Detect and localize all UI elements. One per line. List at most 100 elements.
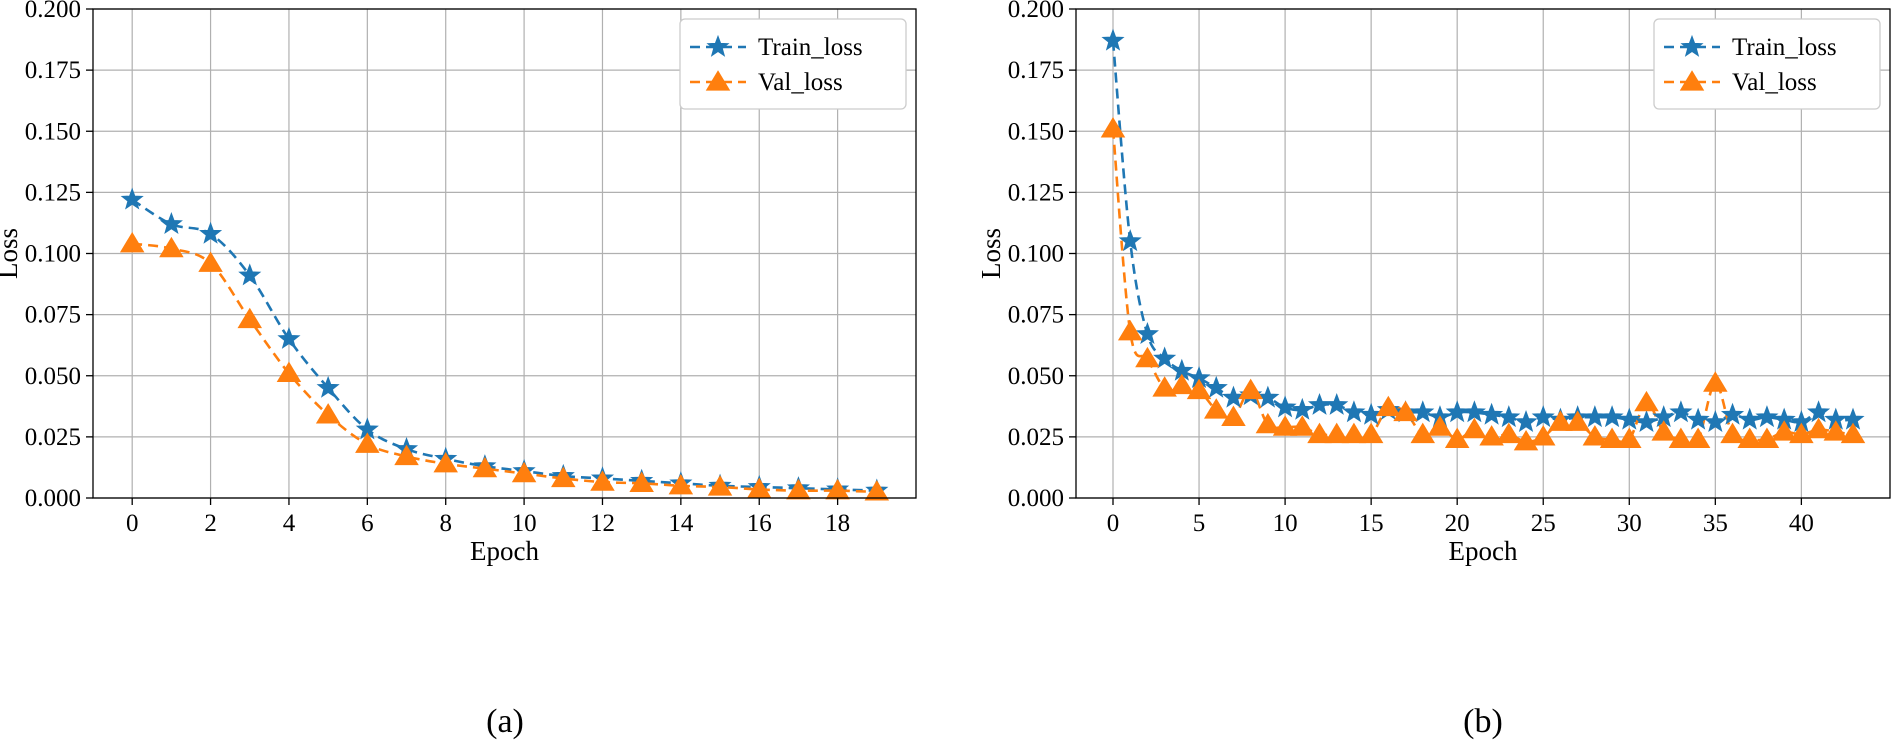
data-point-val-loss-b	[1117, 319, 1143, 341]
legend-marker-triangle-b	[1679, 70, 1705, 91]
data-point-train-loss-b	[1204, 375, 1228, 398]
x-tick-label-b: 10	[1273, 510, 1298, 537]
data-point-val-loss-b	[1565, 410, 1590, 431]
series-line-train-loss-a	[131, 198, 877, 492]
x-tick-label-b: 25	[1531, 510, 1556, 537]
series-lines-a	[131, 198, 877, 494]
legend-entry-val-b: Val_loss	[1664, 69, 1817, 96]
legend-entry-train-a: Train_loss	[690, 34, 863, 61]
data-point-train-loss-b	[1600, 405, 1624, 428]
legend-box-a	[679, 18, 907, 110]
y-tick-label-a: 0.200	[25, 0, 81, 23]
data-point-val-loss-b	[1703, 371, 1728, 392]
y-tick-label-a: 0.075	[25, 302, 81, 329]
y-tick-label-b: 0.125	[1008, 179, 1064, 206]
legend-marker-star-a	[706, 34, 730, 57]
data-point-val-loss-b	[1341, 422, 1367, 444]
data-point-train-loss-b	[1153, 346, 1177, 369]
x-tick-label-b: 5	[1193, 510, 1206, 537]
data-point-train-loss-b	[1720, 402, 1745, 425]
x-axis-label-b: Epoch	[1449, 536, 1518, 566]
y-tick-label-a: 0.175	[25, 57, 81, 84]
x-tick-label-b: 40	[1789, 510, 1814, 537]
data-point-train-loss-b	[1531, 405, 1555, 428]
data-point-val-loss-b	[1169, 373, 1195, 395]
data-point-train-loss-b	[1118, 229, 1142, 252]
y-tick-label-b: 0.025	[1008, 424, 1064, 451]
y-tick-label-b: 0.175	[1008, 57, 1064, 84]
data-point-train-loss-b	[1634, 410, 1659, 433]
legend-entry-val-a: Val_loss	[690, 69, 843, 96]
data-point-val-loss-b	[1771, 420, 1797, 441]
data-point-val-loss-b	[1152, 376, 1177, 397]
data-point-train-loss-b	[1307, 392, 1332, 415]
y-tick-label-a: 0.000	[25, 485, 81, 512]
chart-panel-b: 0 5 10 15 20 25 30 35 40 0.000 0.025 0.050 0.075 0.1…	[976, 0, 1891, 740]
data-point-train-loss-b	[1617, 407, 1641, 430]
data-point-val-loss-b	[1135, 346, 1160, 368]
data-point-train-loss-b	[1101, 28, 1125, 51]
data-point-val-loss-a	[551, 466, 576, 488]
x-tick-label-a: 6	[361, 510, 374, 537]
data-point-val-loss-b	[1376, 395, 1401, 417]
legend-box-b	[1653, 18, 1881, 110]
y-tick-label-a: 0.025	[25, 424, 81, 451]
data-point-train-loss-a	[316, 375, 340, 398]
data-point-val-loss-b	[1427, 415, 1453, 436]
y-ticks-a: 0.000 0.025 0.050 0.075 0.100 0.125 0.150 0.175…	[25, 0, 93, 512]
data-point-train-loss-a	[199, 221, 223, 244]
y-tick-label-a: 0.050	[25, 363, 81, 390]
data-point-val-loss-b	[1685, 427, 1711, 448]
x-tick-label-a: 18	[825, 510, 850, 537]
data-point-train-loss-b	[1669, 400, 1693, 423]
y-tick-label-b: 0.050	[1008, 363, 1064, 390]
data-point-val-loss-a	[119, 231, 145, 253]
data-point-train-loss-b	[1738, 407, 1762, 430]
x-tick-label-a: 2	[204, 510, 217, 537]
data-point-val-loss-a	[511, 461, 537, 483]
panel-caption-b: (b)	[1463, 703, 1503, 740]
y-ticks-b: 0.000 0.025 0.050 0.075 0.100 0.125 0.150 0.175…	[1008, 0, 1076, 512]
data-point-train-loss-b	[1290, 397, 1314, 420]
data-point-train-loss-b	[1497, 405, 1521, 428]
data-point-val-loss-b	[1358, 422, 1384, 444]
x-ticks-a: 0 2 4 6 8 10 12 14 16 18	[126, 498, 850, 537]
data-point-train-loss-b	[1514, 410, 1538, 433]
data-point-val-loss-b	[1221, 405, 1246, 426]
y-tick-label-a: 0.150	[25, 118, 81, 145]
data-point-val-loss-b	[1599, 427, 1625, 448]
data-point-val-loss-a	[237, 307, 263, 329]
data-point-train-loss-b	[1411, 400, 1435, 423]
legend-label-train-a: Train_loss	[758, 34, 863, 61]
y-tick-label-b: 0.000	[1008, 485, 1064, 512]
data-point-val-loss-b	[1582, 425, 1608, 446]
data-point-val-loss-b	[1634, 390, 1659, 412]
y-tick-label-b: 0.075	[1008, 302, 1064, 329]
markers-a	[119, 187, 890, 501]
y-tick-label-a: 0.125	[25, 179, 81, 206]
x-tick-label-b: 20	[1445, 510, 1470, 537]
data-point-val-loss-b	[1823, 420, 1849, 441]
legend-marker-star-b	[1680, 34, 1704, 57]
data-point-val-loss-b	[1255, 412, 1281, 434]
data-point-val-loss-b	[1410, 422, 1436, 444]
x-tick-label-a: 4	[283, 510, 296, 537]
data-point-val-loss-b	[1754, 427, 1780, 448]
data-point-val-loss-a	[355, 432, 380, 453]
data-point-val-loss-b	[1651, 420, 1676, 441]
data-point-val-loss-a	[472, 456, 498, 478]
panel-caption-a: (a)	[486, 703, 524, 740]
legend-label-train-b: Train_loss	[1732, 34, 1837, 61]
data-point-val-loss-a	[159, 236, 184, 258]
y-tick-label-b: 0.200	[1008, 0, 1064, 23]
data-point-val-loss-a	[590, 470, 615, 491]
data-point-val-loss-b	[1720, 422, 1745, 444]
data-point-val-loss-b	[1186, 378, 1212, 400]
data-point-train-loss-b	[1480, 402, 1504, 425]
y-axis-label-b: Loss	[976, 228, 1006, 279]
legend-symbol-star-icon	[706, 34, 730, 57]
data-point-val-loss-b	[1479, 425, 1504, 446]
x-ticks-b: 0 5 10 15 20 25 30 35 40	[1107, 498, 1814, 537]
y-tick-label-b: 0.150	[1008, 118, 1064, 145]
